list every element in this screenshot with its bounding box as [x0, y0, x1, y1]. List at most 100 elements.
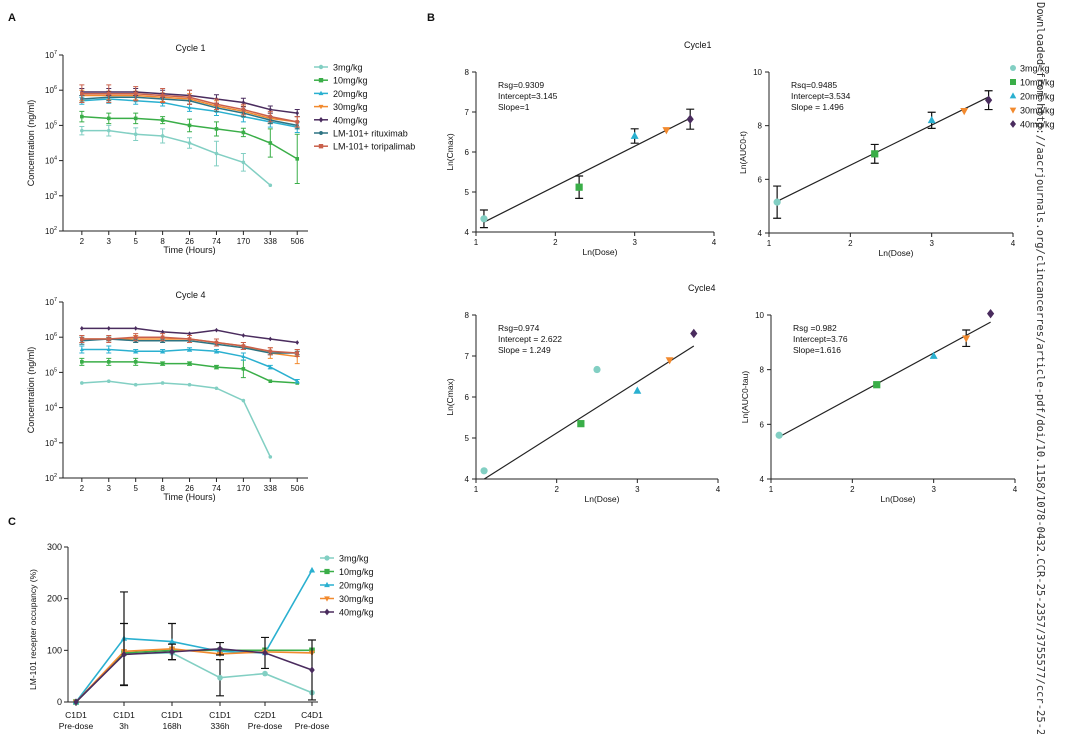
legend-label: 10mg/kg	[339, 567, 374, 577]
data-point	[187, 337, 192, 341]
data-point	[160, 329, 165, 335]
data-point-3mg-kg	[775, 431, 783, 439]
data-point	[241, 130, 246, 135]
data-point	[187, 347, 192, 351]
y-tick-label: 300	[47, 542, 62, 552]
y-tick-label: 4	[465, 228, 470, 237]
data-point	[295, 379, 300, 383]
data-point	[187, 331, 192, 337]
y-tick-label: 102	[45, 226, 57, 236]
y-tick-label: 6	[465, 393, 470, 402]
chart-title: Cycle 4	[175, 290, 205, 300]
y-axis-label: LM-101 recepter occupancy (%)	[28, 569, 38, 690]
data-point	[268, 349, 273, 354]
y-tick-label: 100	[47, 645, 62, 655]
data-point	[187, 95, 192, 100]
data-point-40mg-kg	[686, 114, 694, 124]
chart-A1: 102 103 104 105 106 107 2 3 5 8 26 74 170 338 506 Cycle…	[26, 43, 415, 255]
y-tick-label: 10	[753, 68, 762, 77]
x-tick-label: 1	[767, 239, 772, 248]
y-tick-label: 5	[465, 434, 470, 443]
legend-marker	[318, 104, 324, 110]
fit-annotation: Rsg=0.974	[498, 323, 540, 333]
legend-label: 3mg/kg	[339, 554, 369, 564]
data-point	[106, 360, 111, 364]
y-tick-label: 4	[758, 229, 763, 238]
data-point	[241, 333, 246, 338]
data-point	[106, 116, 111, 121]
data-point-20mg-kg	[927, 115, 936, 124]
chart-B2: 1 2 3 4 4 6 8 10 Ln(Dose) Ln(AUC0-t) Rsq=0.9485Int…	[738, 64, 1055, 259]
x-tick-label: 5	[133, 237, 138, 246]
fit-line	[483, 345, 695, 480]
fit-annotation: Intercept=3.534	[791, 91, 851, 101]
data-point	[187, 361, 192, 366]
data-point-10mg-kg	[575, 183, 583, 191]
y-axis-label: Ln(Cmax)	[445, 378, 455, 415]
x-tick-label: 1	[474, 485, 479, 494]
data-point	[80, 337, 84, 341]
y-tick-label: 103	[45, 438, 57, 448]
data-point	[295, 157, 300, 161]
x-tick-label: 74	[212, 237, 221, 246]
data-point	[160, 93, 165, 98]
watermark: Downloaded from http://aacrjournals.org/…	[1034, 2, 1046, 734]
data-point	[214, 340, 219, 345]
data-point	[133, 91, 138, 96]
chart-title: Cycle4	[688, 283, 716, 293]
data-point-30mg-kg	[962, 335, 971, 343]
fit-line	[778, 321, 991, 438]
legend-label: 30mg/kg	[339, 594, 374, 604]
data-point	[241, 160, 246, 165]
y-tick-label: 106	[45, 85, 57, 95]
data-point-10mg-kg	[577, 420, 585, 428]
chart-B4: 1 2 3 4 4 6 8 10 Ln(Dose) Ln(AUC0-tau) Rsg =0.982I…	[740, 308, 1018, 504]
x-tick-sublabel: Pre-dose	[59, 721, 94, 731]
data-point	[169, 648, 175, 656]
data-point	[106, 128, 111, 133]
data-point-3mg-kg	[480, 215, 488, 223]
panel-letter-a: A	[8, 12, 16, 24]
y-tick-label: 105	[45, 120, 57, 130]
data-point-20mg-kg	[633, 386, 642, 394]
data-point	[168, 638, 176, 644]
data-point	[308, 566, 316, 573]
legend-marker	[324, 581, 330, 588]
y-tick-label: 4	[465, 475, 470, 484]
legend-marker	[318, 131, 324, 135]
series-20mg-kg	[72, 566, 316, 705]
y-tick-label: 10	[755, 311, 764, 320]
series-30mg-kg	[72, 646, 316, 706]
data-point	[241, 354, 246, 358]
y-tick-label: 8	[758, 122, 763, 131]
series-lm-101-toripalimab	[79, 84, 300, 128]
series-line	[75, 647, 313, 703]
x-tick-label: 506	[291, 237, 305, 246]
data-point	[187, 382, 192, 387]
legend-marker	[318, 116, 324, 123]
x-tick-label: 8	[160, 484, 165, 493]
legend-marker	[324, 596, 330, 602]
fit-annotation: Slope=1.616	[793, 345, 841, 355]
data-point	[80, 381, 84, 385]
data-point	[106, 337, 111, 341]
x-tick-label: 3	[107, 237, 112, 246]
series-line	[75, 649, 312, 703]
series-20mg-kg	[79, 345, 300, 384]
fit-line	[776, 96, 989, 202]
legend-label: 30mg/kg	[1020, 106, 1055, 116]
x-axis-label: Ln(Dose)	[879, 248, 914, 258]
series-line	[75, 647, 313, 703]
x-tick-label: 3	[931, 485, 936, 494]
y-tick-label: 6	[760, 420, 765, 429]
x-tick-label: 3	[929, 239, 934, 248]
legend: 3mg/kg 10mg/kg 20mg/kg 30mg/kg 40mg/kg LM-101…	[314, 63, 415, 152]
chart-B1: 1 2 3 4 4 5 6 7 8 Ln(Dose) Ln(Cmax) Rsg=0.9309Inter…	[445, 40, 717, 257]
legend: 3mg/kg 10mg/kg 20mg/kg 30mg/kg 40mg/kg	[320, 554, 374, 618]
data-point	[160, 361, 165, 366]
data-point-40mg-kg	[985, 95, 993, 105]
data-point	[79, 347, 84, 351]
data-point	[80, 128, 84, 133]
x-tick-sublabel: Pre-dose	[295, 721, 330, 731]
